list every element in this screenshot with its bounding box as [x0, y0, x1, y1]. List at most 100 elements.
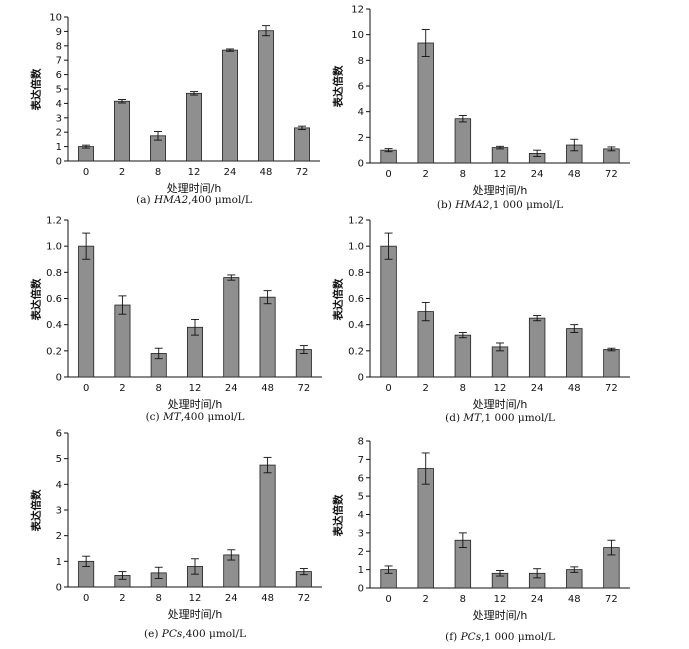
x-tick-label: 24 [224, 167, 237, 178]
y-tick-label: 0 [56, 157, 62, 168]
y-tick-label: 10 [351, 30, 364, 41]
error-bar-8 [458, 332, 467, 339]
error-bar-72 [298, 125, 306, 131]
x-tick-label: 2 [423, 383, 429, 394]
error-bar-48 [263, 456, 272, 474]
figure-caption: (a) HMA2,400 μmol/L [68, 194, 320, 206]
error-bar-0 [82, 232, 91, 260]
error-bar-24 [533, 568, 542, 579]
x-tick-label: 0 [83, 383, 89, 394]
bar-2 [417, 468, 434, 589]
y-tick-label: 6 [358, 473, 364, 484]
y-tick-label: 4 [56, 99, 62, 110]
x-tick-label: 2 [119, 383, 125, 394]
y-tick-label: 2 [56, 531, 62, 542]
y-tick-label: 6 [56, 429, 62, 440]
error-bar-12 [190, 91, 198, 96]
y-tick-label: 8 [56, 41, 62, 52]
error-bar-24 [227, 549, 236, 561]
error-bar-8 [154, 347, 163, 360]
y-tick-label: 3 [358, 528, 364, 539]
y-tick-label: 2 [358, 547, 364, 558]
caption-condition: ,400 μmol/L [180, 411, 245, 423]
x-tick-label: 48 [261, 593, 274, 604]
x-tick-label: 48 [568, 383, 581, 394]
x-tick-label: 48 [568, 594, 581, 605]
y-tick-label: 8 [358, 56, 364, 67]
y-tick-label: 4 [56, 480, 62, 491]
x-tick-label: 12 [189, 593, 202, 604]
x-tick-label: 8 [460, 594, 466, 605]
error-bar-12 [191, 318, 199, 336]
error-bar-12 [496, 570, 504, 577]
x-tick-label: 8 [155, 167, 161, 178]
caption-prefix: (d) [445, 412, 464, 424]
error-bar-12 [496, 342, 504, 352]
figure-caption: (f) PCs,1 000 μmol/L [370, 631, 630, 643]
x-tick-label: 72 [297, 383, 310, 394]
x-axis-title: 处理时间/h [167, 398, 223, 411]
caption-gene: PCs [460, 631, 482, 643]
y-tick-label: 0.4 [348, 320, 364, 331]
x-tick-label: 48 [568, 169, 581, 180]
y-tick-label: 8 [358, 437, 364, 448]
x-tick-label: 12 [494, 169, 507, 180]
x-tick-label: 2 [119, 167, 125, 178]
y-tick-label: 1.0 [348, 242, 364, 253]
y-tick-label: 10 [49, 13, 62, 24]
x-tick-label: 8 [460, 383, 466, 394]
x-tick-label: 24 [531, 594, 544, 605]
y-tick-label: 6 [56, 70, 62, 81]
y-tick-label: 0 [56, 583, 62, 594]
error-bar-2 [421, 301, 430, 322]
error-bar-8 [154, 131, 162, 141]
error-bar-12 [496, 145, 504, 150]
x-tick-label: 72 [605, 383, 618, 394]
y-tick-label: 3 [56, 113, 62, 124]
y-tick-label: 3 [56, 506, 62, 517]
caption-gene: MT [162, 411, 181, 423]
caption-condition: ,400 μmol/L [188, 194, 252, 206]
error-bar-72 [607, 146, 616, 152]
error-bar-0 [82, 555, 91, 567]
caption-gene: HMA2 [455, 199, 490, 211]
x-tick-label: 8 [460, 169, 466, 180]
x-tick-label: 24 [225, 383, 238, 394]
y-tick-label: 1 [358, 565, 364, 576]
caption-gene: PCs [161, 628, 183, 640]
caption-condition: ,1 000 μmol/L [481, 412, 555, 424]
caption-prefix: (f) [445, 631, 461, 643]
error-bar-8 [458, 115, 467, 123]
caption-condition: ,400 μmol/L [182, 628, 246, 640]
y-tick-label: 7 [56, 56, 62, 67]
y-tick-label: 1.0 [46, 242, 62, 253]
caption-gene: MT [463, 412, 482, 424]
error-bar-2 [421, 452, 430, 485]
y-axis-title: 表达倍数 [332, 494, 345, 536]
figure-caption: (c) MT,400 μmol/L [68, 411, 322, 423]
x-tick-label: 8 [156, 383, 162, 394]
error-bar-8 [154, 566, 163, 579]
y-tick-label: 0.6 [348, 294, 364, 305]
y-tick-label: 1.2 [46, 216, 62, 227]
y-tick-label: 0.6 [46, 294, 62, 305]
x-tick-label: 8 [156, 593, 162, 604]
y-tick-label: 5 [56, 85, 62, 96]
caption-condition: ,1 000 μmol/L [481, 631, 555, 643]
caption-condition: ,1 000 μmol/L [489, 199, 564, 211]
x-axis-title: 处理时间/h [167, 608, 223, 621]
x-tick-label: 12 [494, 383, 507, 394]
x-tick-label: 2 [423, 594, 429, 605]
x-tick-label: 48 [260, 167, 273, 178]
x-tick-label: 72 [605, 594, 618, 605]
error-bar-72 [607, 347, 616, 352]
y-tick-label: 0 [358, 159, 364, 170]
y-tick-label: 0 [358, 584, 364, 595]
